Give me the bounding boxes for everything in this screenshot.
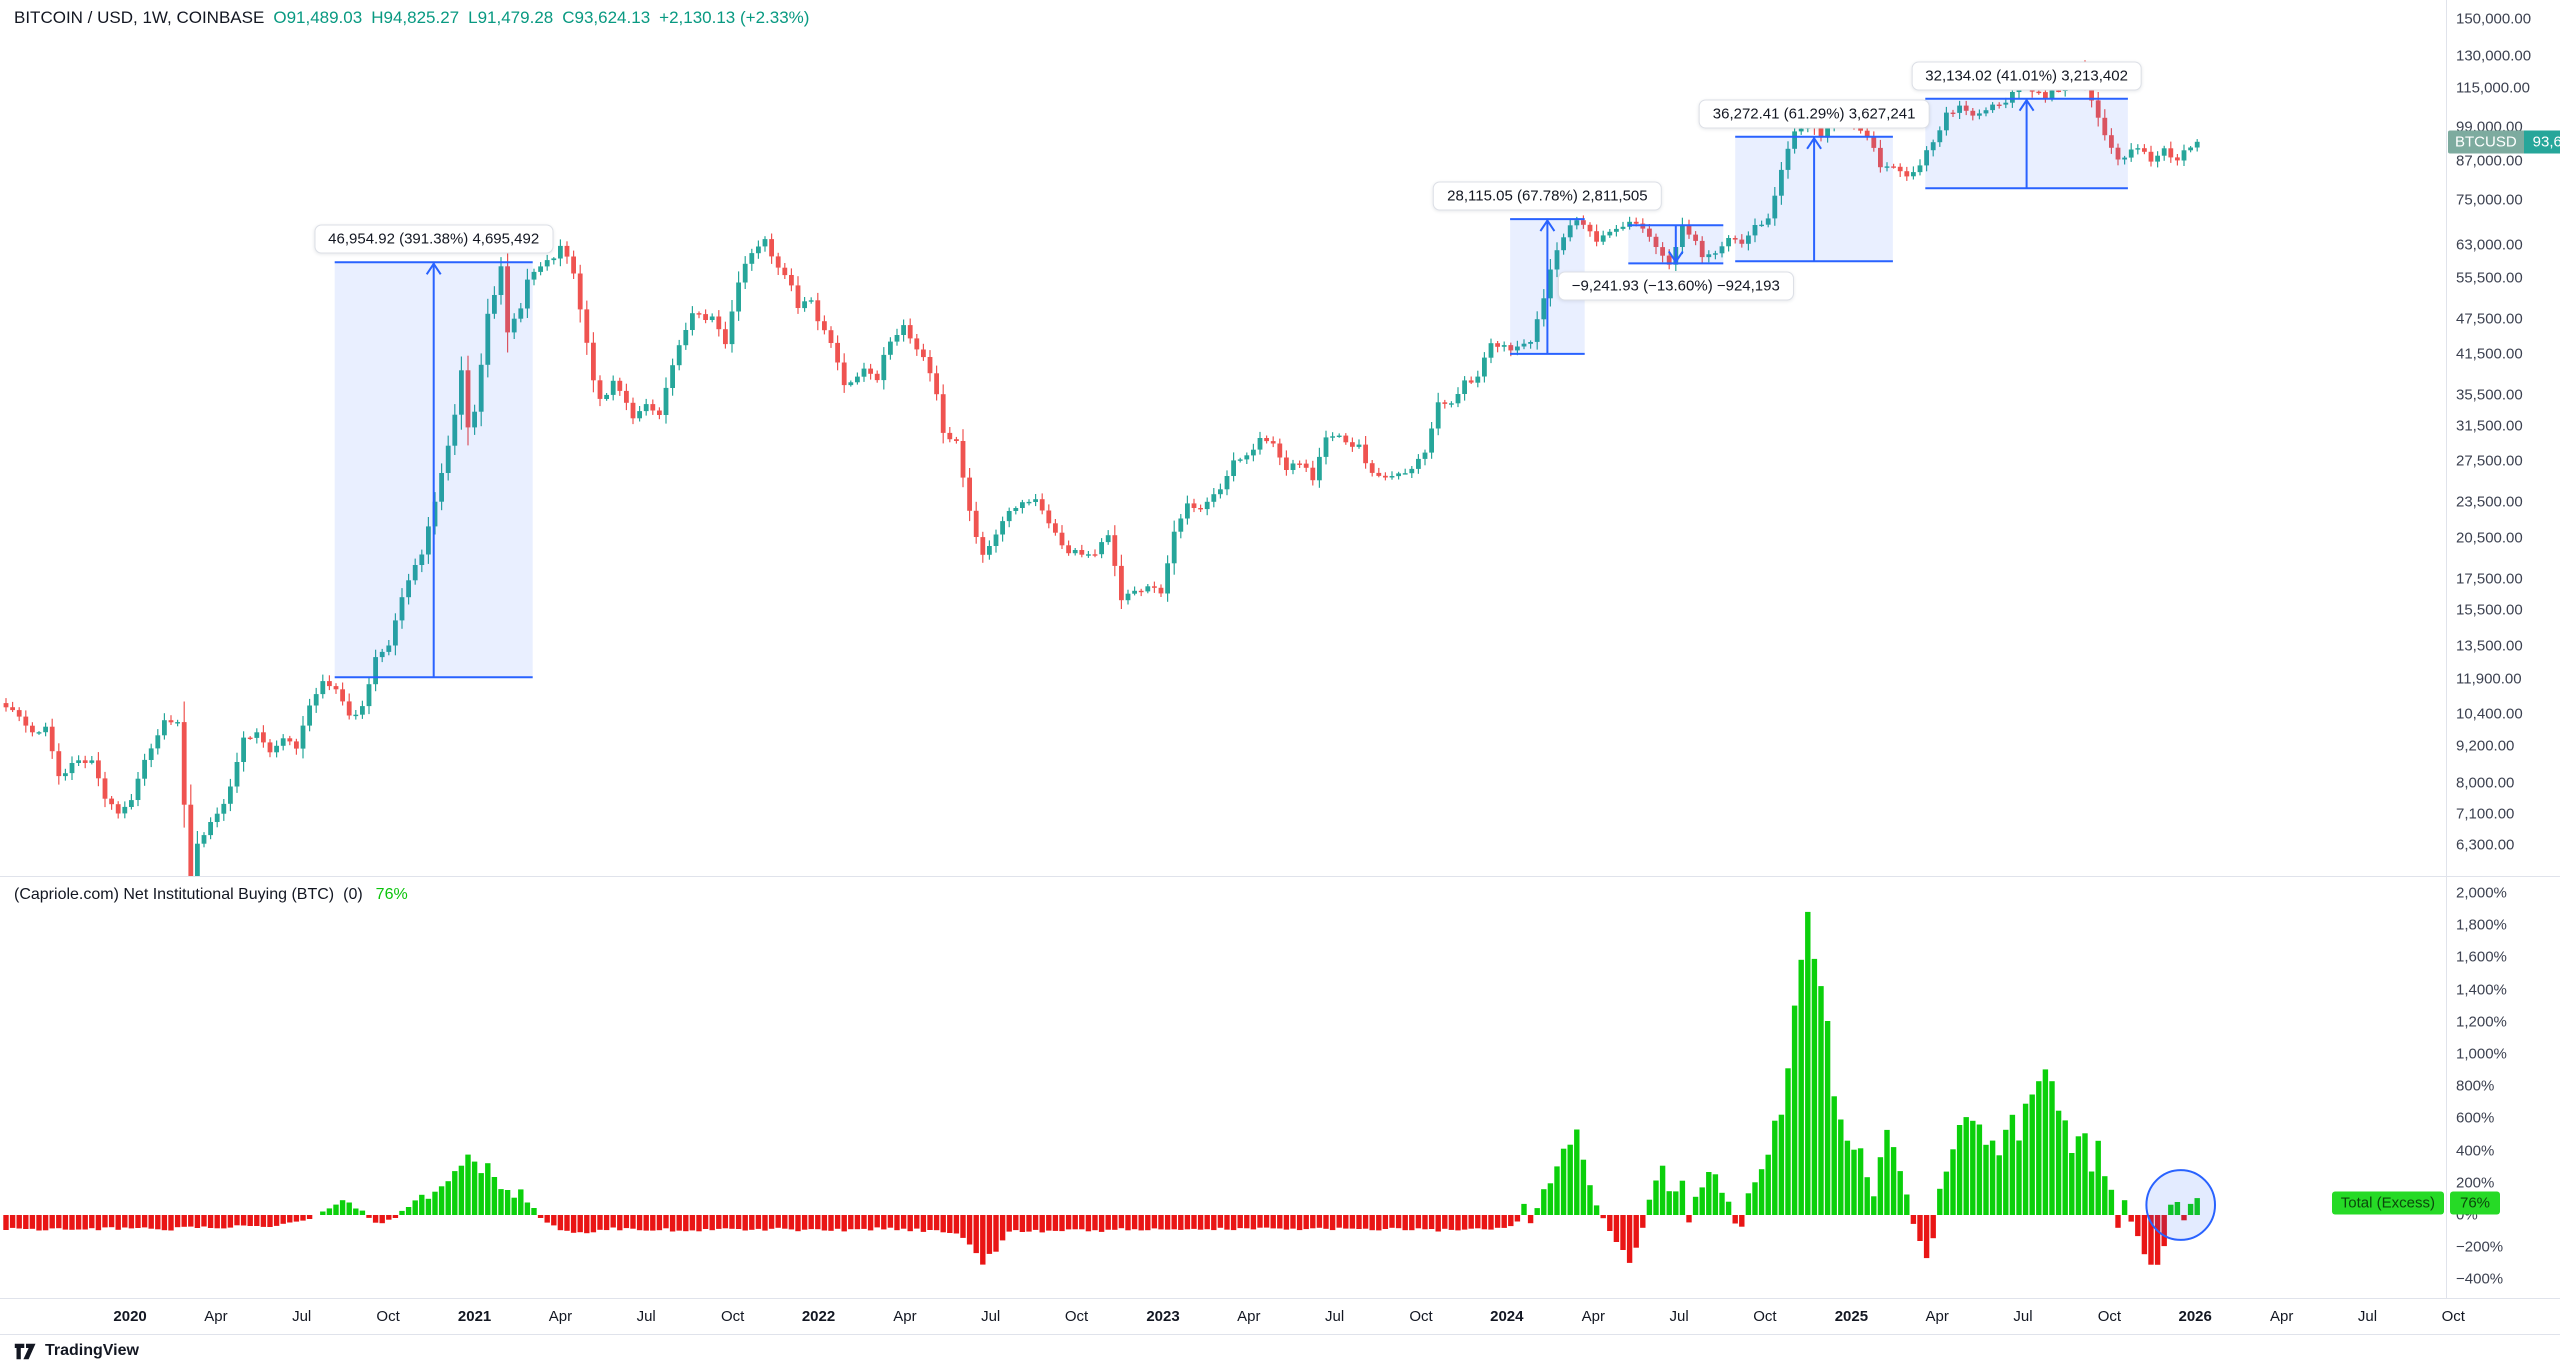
time-tick-month: Oct [1064,1308,1089,1325]
measurement-label[interactable]: 36,272.41 (61.29%) 3,627,241 [1698,99,1930,129]
time-tick-month: Jul [1669,1308,1689,1325]
time-tick-year: 2023 [1146,1308,1180,1325]
time-tick-month: Apr [1925,1308,1949,1325]
institutional-buying-histogram[interactable] [0,876,2446,1298]
percent-tick: 600% [2456,1109,2495,1127]
price-tick: 9,200.00 [2456,737,2515,755]
tradingview-logo-icon [14,1343,36,1359]
percent-tick: 1,200% [2456,1013,2507,1031]
time-tick-month: Apr [893,1308,917,1325]
open-value: O91,489.03 [273,8,363,27]
footer-bar: TradingView [0,1334,2560,1368]
low-value: L91,479.28 [468,8,554,27]
percent-tick: 1,800% [2456,916,2507,934]
indicator-param: (0) [343,886,363,903]
price-tick: 17,500.00 [2456,570,2523,588]
indicator-title[interactable]: (Capriole.com) Net Institutional Buying … [14,886,335,903]
percent-tick: 1,000% [2456,1045,2507,1063]
price-tick: 35,500.00 [2456,386,2523,403]
time-tick-year: 2021 [457,1308,492,1325]
time-tick-month: Jul [636,1308,656,1325]
percent-tick: 1,400% [2456,981,2507,999]
price-tick: 27,500.00 [2456,452,2523,470]
time-tick-month: Oct [1753,1308,1777,1325]
change-value: +2,130.13 (+2.33%) [659,8,810,27]
price-tick: 87,000.00 [2456,152,2523,170]
price-tick: 63,000.00 [2456,236,2523,254]
time-tick-month: Oct [1409,1308,1433,1325]
time-tick-month: Oct [2097,1308,2122,1325]
time-tick-year: 2026 [2178,1308,2212,1325]
time-tick-month: Oct [2441,1308,2465,1325]
candlestick-chart[interactable] [0,0,2446,876]
pane-separator[interactable] [0,876,2560,877]
indicator-series-badge: Total (Excess) [2331,1191,2444,1215]
time-tick-year: 2020 [113,1308,147,1325]
price-tick: 115,000.00 [2456,79,2530,97]
price-tick: 55,500.00 [2456,269,2523,287]
percent-tick: −200% [2456,1238,2504,1256]
tradingview-logo-text: TradingView [45,1342,139,1359]
time-tick-month: Jul [292,1308,312,1325]
time-tick-year: 2022 [801,1308,836,1325]
time-tick-month: Jul [1325,1308,1345,1325]
percent-tick: 2,000% [2456,884,2507,902]
symbol-legend: BITCOIN / USD, 1W, COINBASE O91,489.03 H… [14,8,809,28]
measurement-label[interactable]: 28,115.05 (67.78%) 2,811,505 [1433,181,1662,211]
time-tick-month: Apr [1581,1308,1605,1325]
price-tick: 20,500.00 [2456,529,2523,547]
price-tick: 15,500.00 [2456,601,2523,619]
price-tick: 11,900.00 [2456,670,2522,688]
percent-tick: 200% [2456,1174,2495,1192]
badge-symbol: BTCUSD [2448,130,2524,154]
close-value: C93,624.13 [562,8,651,27]
time-tick-month: Jul [2357,1308,2378,1325]
time-tick-month: Apr [2270,1308,2294,1325]
tradingview-logo[interactable]: TradingView [14,1342,139,1361]
time-tick-year: 2025 [1834,1308,1869,1325]
price-tick: 41,500.00 [2456,345,2523,363]
price-tick: 10,400.00 [2456,705,2523,723]
high-value: H94,825.27 [371,8,460,27]
price-tick: 8,000.00 [2456,774,2515,792]
badge-price: 93,624.13 [2523,130,2560,154]
percent-tick: −400% [2456,1270,2504,1288]
price-tick: 13,500.00 [2456,637,2523,655]
price-tick: 130,000.00 [2456,47,2532,65]
percent-tick: 1,600% [2456,948,2507,966]
time-tick-month: Jul [981,1308,1001,1325]
time-tick-month: Oct [721,1308,745,1325]
measurement-label[interactable]: 46,954.92 (391.38%) 4,695,492 [314,224,554,254]
measurement-label[interactable]: −9,241.93 (−13.60%) −924,193 [1557,271,1794,301]
price-axis-separator [2446,0,2447,1298]
price-tick: 31,500.00 [2456,417,2523,435]
price-tick: 75,000.00 [2456,191,2523,209]
symbol-title[interactable]: BITCOIN / USD, 1W, COINBASE [14,8,265,27]
price-tick: 23,500.00 [2456,493,2523,511]
time-axis-separator [0,1298,2560,1299]
price-tick: 47,500.00 [2456,310,2523,328]
time-tick-year: 2024 [1490,1308,1524,1325]
time-tick-month: Jul [2013,1308,2033,1325]
percent-tick: 800% [2456,1077,2495,1095]
indicator-legend: (Capriole.com) Net Institutional Buying … [14,886,408,904]
price-tick: 7,100.00 [2456,805,2515,823]
highlight-circle[interactable] [2145,1169,2216,1241]
price-tick: 150,000.00 [2456,10,2532,28]
time-tick-month: Apr [548,1308,573,1325]
time-tick-month: Apr [204,1308,228,1325]
indicator-value-badge: 76% [2450,1191,2501,1215]
footer-separator [0,1334,2560,1335]
percent-tick: 400% [2456,1142,2495,1160]
time-tick-month: Apr [1237,1308,1261,1325]
indicator-current-value: 76% [375,886,408,903]
price-tick: 6,300.00 [2456,836,2515,854]
measurement-label[interactable]: 32,134.02 (41.01%) 3,213,402 [1911,61,2142,91]
time-tick-month: Oct [376,1308,400,1325]
